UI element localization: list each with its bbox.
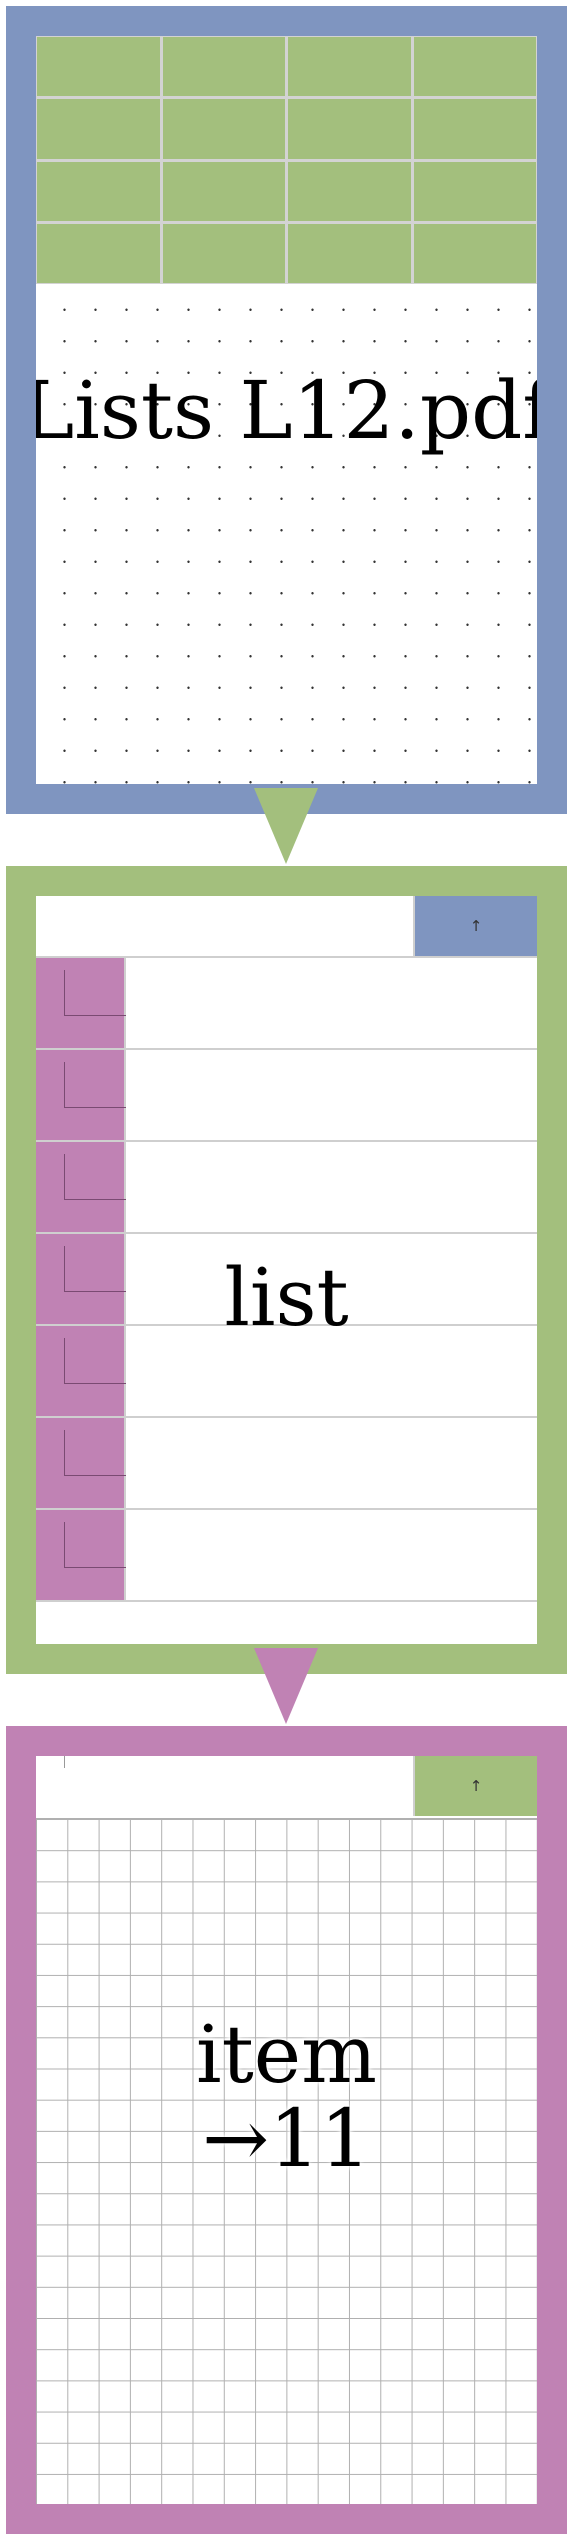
down-arrow-connector: [254, 788, 318, 864]
header-cell: [162, 99, 285, 159]
header-cell: [288, 223, 411, 283]
header-cell: [37, 99, 160, 159]
header-cell: [162, 223, 285, 283]
row-handle[interactable]: [36, 1142, 126, 1232]
bracket-icon: [64, 1246, 126, 1292]
document-dot-grid: [36, 284, 537, 784]
header-cell: [413, 99, 536, 159]
bracket-icon: [64, 1522, 126, 1568]
row-handle[interactable]: [36, 1234, 126, 1324]
row-handle[interactable]: [36, 1050, 126, 1140]
header-cell: [413, 223, 536, 283]
down-arrow-connector: [254, 1648, 318, 1724]
document-label: Lists L12.pdf: [21, 364, 552, 457]
bracket-icon: [64, 970, 126, 1016]
bracket-icon: [64, 1338, 126, 1384]
list-label: list: [224, 1251, 349, 1344]
header-cell: [162, 161, 285, 221]
list-item[interactable]: [36, 1326, 537, 1418]
row-handle[interactable]: [36, 1510, 126, 1600]
header-cell: [288, 161, 411, 221]
bracket-icon: [64, 1430, 126, 1476]
up-arrow-button[interactable]: ↑: [413, 896, 537, 956]
header-cell: [413, 37, 536, 97]
list-item[interactable]: [36, 1050, 537, 1142]
header-cell: [288, 99, 411, 159]
tick-mark: [64, 1756, 65, 1768]
bracket-icon: [64, 1154, 126, 1200]
row-handle[interactable]: [36, 1326, 126, 1416]
header-cell: [162, 37, 285, 97]
header-cell: [37, 161, 160, 221]
document-panel: Lists L12.pdf: [6, 6, 567, 814]
up-arrow-button[interactable]: ↑: [413, 1756, 537, 1816]
list-item[interactable]: [36, 1418, 537, 1510]
item-panel: ↑ item →11: [6, 1726, 567, 2534]
list-item[interactable]: [36, 1142, 537, 1234]
list-item[interactable]: [36, 1234, 537, 1326]
header-cell: [37, 223, 160, 283]
list-item[interactable]: [36, 1510, 537, 1602]
list-panel: ↑ list: [6, 866, 567, 1674]
header-cell: [37, 37, 160, 97]
bracket-icon: [64, 1062, 126, 1108]
document-header-grid: [36, 36, 537, 284]
list-item[interactable]: [36, 958, 537, 1050]
item-label: item →11: [196, 2008, 377, 2185]
list-rows: [36, 958, 537, 1602]
header-cell: [288, 37, 411, 97]
list-toolbar: ↑: [36, 896, 537, 958]
header-cell: [413, 161, 536, 221]
item-toolbar: ↑: [36, 1756, 537, 1818]
item-grid: [36, 1818, 537, 2504]
row-handle[interactable]: [36, 1418, 126, 1508]
row-handle[interactable]: [36, 958, 126, 1048]
